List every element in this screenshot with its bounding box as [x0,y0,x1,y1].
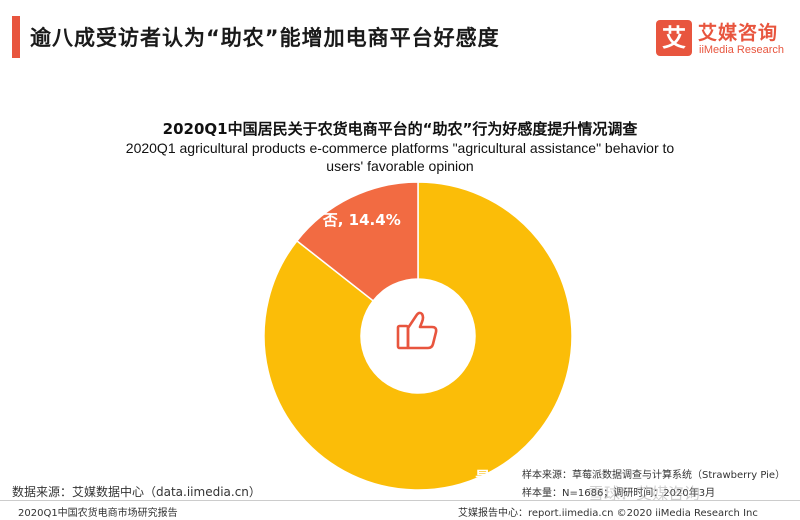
report-center: 艾媒报告中心：report.iimedia.cn ©2020 iiMedia R… [458,508,758,519]
thumbs-up-icon [396,311,438,350]
logo-name-cn: 艾媒咨询 [698,22,779,44]
page-title: 逾八成受访者认为“助农”能增加电商平台好感度 [30,26,500,50]
header-accent-bar [12,16,20,58]
data-source: 数据来源：艾媒数据中心（data.iimedia.cn） [12,485,261,499]
report-title: 2020Q1中国农货电商市场研究报告 [18,508,178,519]
sample-source: 样本来源：草莓派数据调查与计算系统（Strawberry Pie） [522,470,786,481]
logo-mark: 艾 [656,20,692,56]
logo-name-en: iiMedia Research [699,44,784,56]
footer-divider [0,500,800,501]
chart-subtitle-text: 2020Q1 agricultural products e-commerce … [125,140,675,174]
brand-logo: 艾 艾媒咨询 iiMedia Research [656,20,796,62]
chart-subtitle: 2020Q1 agricultural products e-commerce … [0,139,800,175]
slice-label-yes: 是, 85.6% [474,468,553,486]
slice-label-no: 否, 14.4% [322,211,401,229]
sample-size: 样本量：N=1686；调研时间：2020年3月 [522,488,716,499]
watermark: 雪球：艾媒咨询 [588,484,701,503]
donut-hole [361,279,475,393]
chart-title: 2020Q1中国居民关于农货电商平台的“助农”行为好感度提升情况调查 [162,120,638,138]
